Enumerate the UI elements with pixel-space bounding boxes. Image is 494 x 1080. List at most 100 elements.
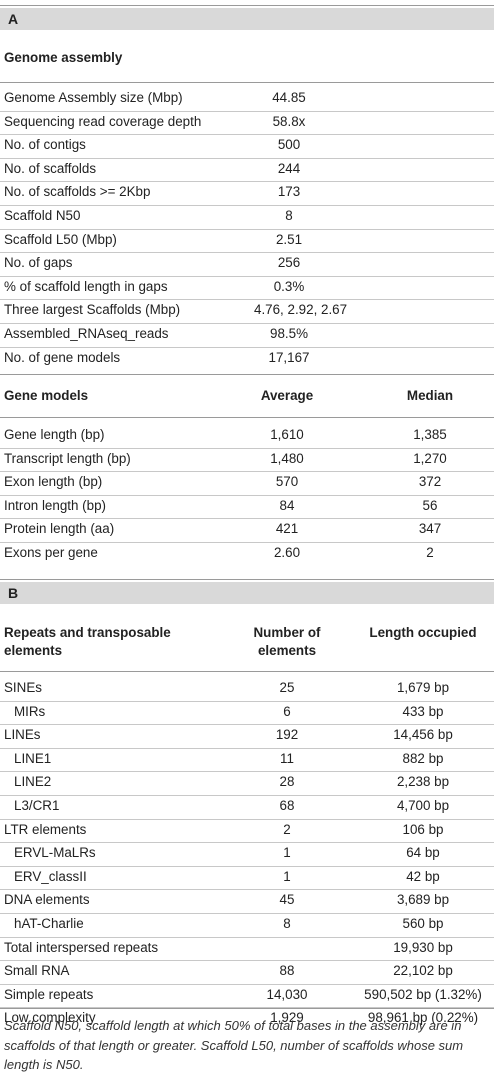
repeat-row-length: 64 bp: [406, 845, 440, 861]
gene-row-average: 1,610: [270, 427, 304, 442]
row-divider: [0, 447, 494, 449]
repeat-row-label: Simple repeats: [4, 986, 94, 1002]
repeat-row-number: 45: [279, 892, 295, 908]
repeats-heading-rule: [0, 671, 494, 672]
repeat-row-label: ERVL-MaLRs: [14, 845, 96, 861]
repeat-row-label: Total interspersed repeats: [4, 939, 159, 955]
repeat-row-length: 1,679 bp: [396, 680, 450, 695]
repeat-row-label: DNA elements: [4, 892, 90, 908]
gene-row-median: 2: [426, 545, 434, 560]
gene-row-average: 2.60: [273, 545, 301, 560]
genome-row-value: 17,167: [268, 349, 310, 365]
row-divider: [0, 205, 494, 206]
gene-row-median: 347: [418, 521, 442, 537]
repeat-row-length: 106 bp: [402, 821, 444, 837]
genome-row-label: No. of scaffolds: [4, 160, 97, 176]
row-divider: [0, 795, 494, 796]
gene-row-median: 1,385: [413, 427, 447, 442]
repeat-row-length: 42 bp: [406, 868, 440, 884]
row-divider: [0, 518, 494, 520]
row-divider: [0, 471, 494, 473]
repeat-row-number: 1,929: [270, 1010, 304, 1026]
section-a-label: A: [8, 11, 19, 27]
row-divider: [0, 157, 494, 159]
repeats-heading-line2: elements: [4, 643, 63, 658]
row-divider: [0, 818, 494, 820]
repeat-row-length: 433 bp: [402, 703, 444, 719]
row-divider: [0, 542, 494, 543]
genome-row-value: 0.3%: [273, 278, 305, 294]
genome-row-value: 8: [285, 208, 293, 223]
row-divider: [0, 842, 494, 844]
gene-models-heading-rule: [0, 417, 494, 418]
gene-models-top-rule: [0, 374, 494, 375]
row-divider: [0, 323, 494, 324]
repeat-row-number: 68: [279, 798, 295, 813]
repeat-row-length: 98,961 bp (0.22%): [367, 1010, 479, 1026]
repeat-row-length: 19,930 bp: [393, 939, 453, 955]
gene-row-label: Protein length (aa): [4, 521, 115, 537]
genome-row-value: 256: [277, 255, 301, 271]
repeat-row-label: MIRs: [14, 703, 46, 719]
gene-row-median: 56: [422, 497, 438, 513]
repeat-row-length: 560 bp: [402, 916, 444, 931]
row-divider: [0, 252, 494, 254]
number-column-header-line2: elements: [257, 643, 317, 658]
repeat-row-number: 192: [275, 727, 299, 743]
gene-row-average: 421: [275, 521, 299, 537]
repeat-row-length: 590,502 bp (1.32%): [364, 986, 482, 1002]
average-column-header: Average: [260, 388, 314, 403]
genome-row-label: Assembled_RNAseq_reads: [4, 326, 169, 341]
gene-row-average: 84: [279, 497, 295, 513]
genome-row-label: Scaffold N50: [4, 208, 81, 223]
repeat-row-number: 25: [279, 680, 295, 695]
section-b-band: B: [0, 582, 494, 604]
section-b-top-rule: [0, 579, 494, 580]
repeat-row-length: 14,456 bp: [393, 727, 453, 743]
row-divider: [0, 747, 494, 749]
repeat-row-label: hAT-Charlie: [14, 916, 84, 931]
row-divider: [0, 134, 494, 136]
repeat-row-label: ERV_classII: [14, 868, 87, 884]
row-divider: [0, 346, 494, 348]
gene-row-label: Intron length (bp): [4, 497, 106, 513]
row-divider: [0, 936, 494, 938]
bottom-rule: [0, 1008, 494, 1009]
row-divider: [0, 1007, 494, 1009]
row-divider: [0, 228, 494, 230]
top-rule: [0, 5, 494, 6]
genome-row-value: 4.76, 2.92, 2.67: [254, 302, 348, 318]
repeat-row-number: 11: [280, 750, 294, 766]
section-a-band: A: [0, 8, 494, 30]
genome-row-label: Three largest Scaffolds (Mbp): [4, 302, 181, 318]
gene-row-average: 570: [275, 474, 299, 490]
repeat-row-label: Low complexity: [4, 1010, 96, 1026]
gene-row-average: 1,480: [270, 450, 304, 466]
repeat-row-length: 2,238 bp: [396, 774, 450, 790]
repeat-row-number: 1: [283, 845, 291, 861]
genome-row-value: 2.51: [275, 231, 303, 247]
gene-models-heading: Gene models: [4, 388, 89, 403]
gene-row-label: Exons per gene: [4, 545, 98, 560]
genome-row-value: 44.85: [272, 90, 306, 105]
repeats-heading-line1: Repeats and transposable: [4, 625, 171, 640]
genome-row-label: % of scaffold length in gaps: [4, 278, 168, 294]
repeat-row-number: 88: [279, 963, 295, 979]
section-b-label: B: [8, 585, 19, 601]
repeat-row-number: 8: [283, 916, 291, 931]
genome-row-label: No. of scaffolds >= 2Kbp: [4, 184, 151, 200]
row-divider: [0, 181, 494, 183]
genome-row-value: 500: [277, 137, 301, 153]
repeat-row-label: Small RNA: [4, 963, 70, 979]
gene-row-label: Gene length (bp): [4, 427, 105, 442]
repeat-row-label: SINEs: [4, 680, 42, 695]
row-divider: [0, 771, 494, 773]
row-divider: [0, 724, 494, 726]
genome-row-label: No. of gaps: [4, 255, 73, 271]
genome-row-label: Scaffold L50 (Mbp): [4, 231, 117, 247]
row-divider: [0, 983, 494, 985]
genome-assembly-heading: Genome assembly: [4, 50, 123, 65]
gene-row-median: 372: [418, 474, 442, 490]
row-divider: [0, 110, 494, 112]
row-divider: [0, 913, 494, 914]
